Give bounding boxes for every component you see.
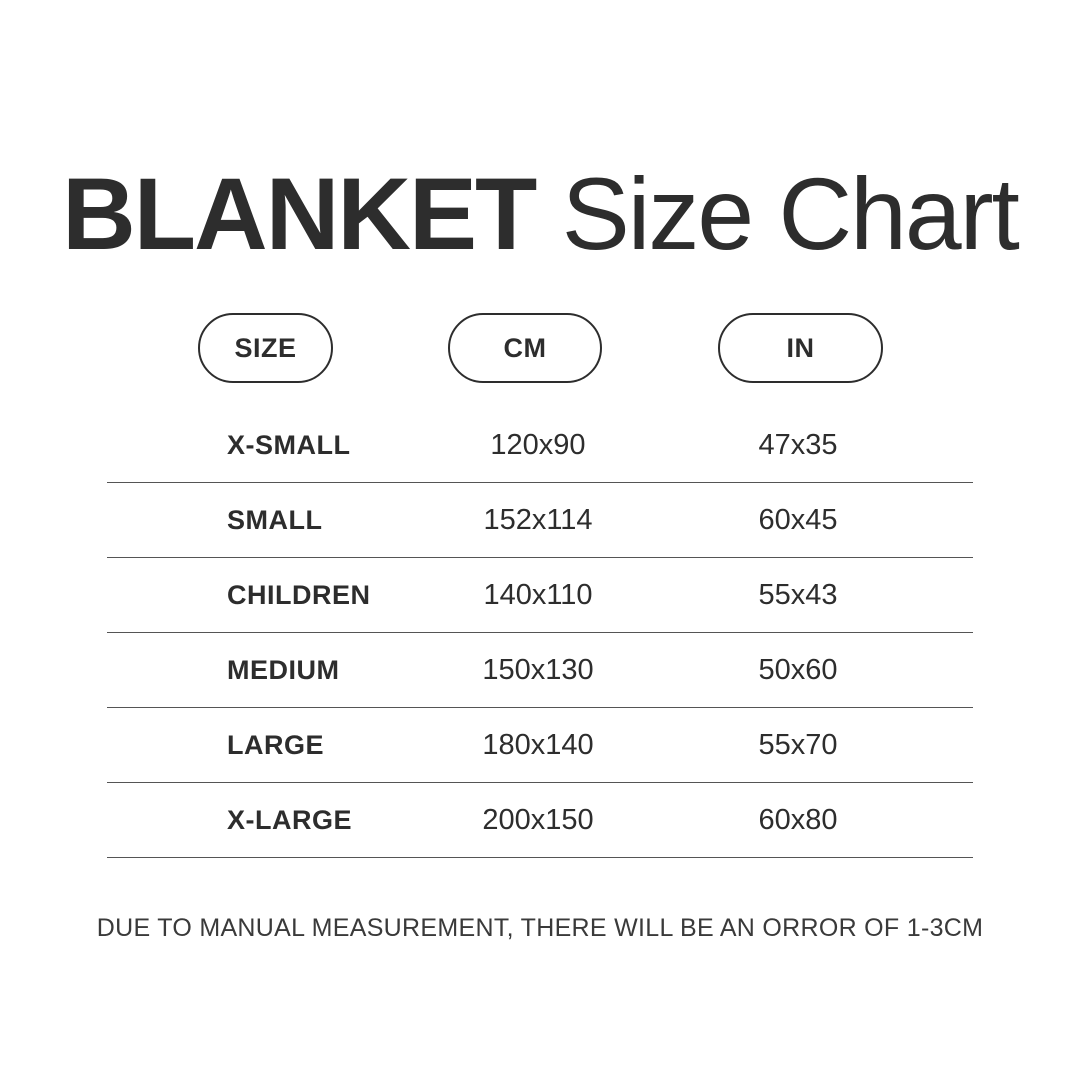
column-header-cm-label: CM [503,332,547,363]
table-row-small: SMALL 152x114 60x45 [107,483,973,558]
column-header-in-label: IN [786,332,815,363]
size-label: CHILDREN [227,579,371,610]
in-value: 50x60 [758,653,838,686]
cm-value: 200x150 [482,803,594,836]
table-row-children: CHILDREN 140x110 55x43 [107,558,973,633]
cm-value: 120x90 [490,428,586,461]
measurement-note: DUE TO MANUAL MEASUREMENT, THERE WILL BE… [96,914,984,942]
size-label: X-SMALL [227,429,351,460]
size-label: LARGE [227,729,324,760]
in-value: 60x45 [758,503,838,536]
column-header-size: SIZE [198,313,333,383]
column-header-size-label: SIZE [234,332,297,363]
size-label: MEDIUM [227,654,340,685]
size-table: X-SMALL 120x90 47x35 SMALL 152x114 60x45… [107,408,973,858]
page-title-light: Size Chart [535,157,1020,271]
table-row-large: LARGE 180x140 55x70 [107,708,973,783]
page-title: BLANKET Size Chart [0,163,1080,265]
cm-value: 180x140 [482,728,594,761]
cm-value: 150x130 [482,653,594,686]
table-row-x-large: X-LARGE 200x150 60x80 [107,783,973,858]
size-label: SMALL [227,504,323,535]
in-value: 60x80 [758,803,838,836]
column-header-cm: CM [448,313,602,383]
in-value: 55x70 [758,728,838,761]
cm-value: 152x114 [483,503,593,536]
in-value: 55x43 [758,578,838,611]
cm-value: 140x110 [483,578,593,611]
page-title-bold: BLANKET [62,157,537,271]
table-row-x-small: X-SMALL 120x90 47x35 [107,408,973,483]
column-header-in: IN [718,313,883,383]
table-row-medium: MEDIUM 150x130 50x60 [107,633,973,708]
in-value: 47x35 [758,428,838,461]
size-label: X-LARGE [227,804,352,835]
